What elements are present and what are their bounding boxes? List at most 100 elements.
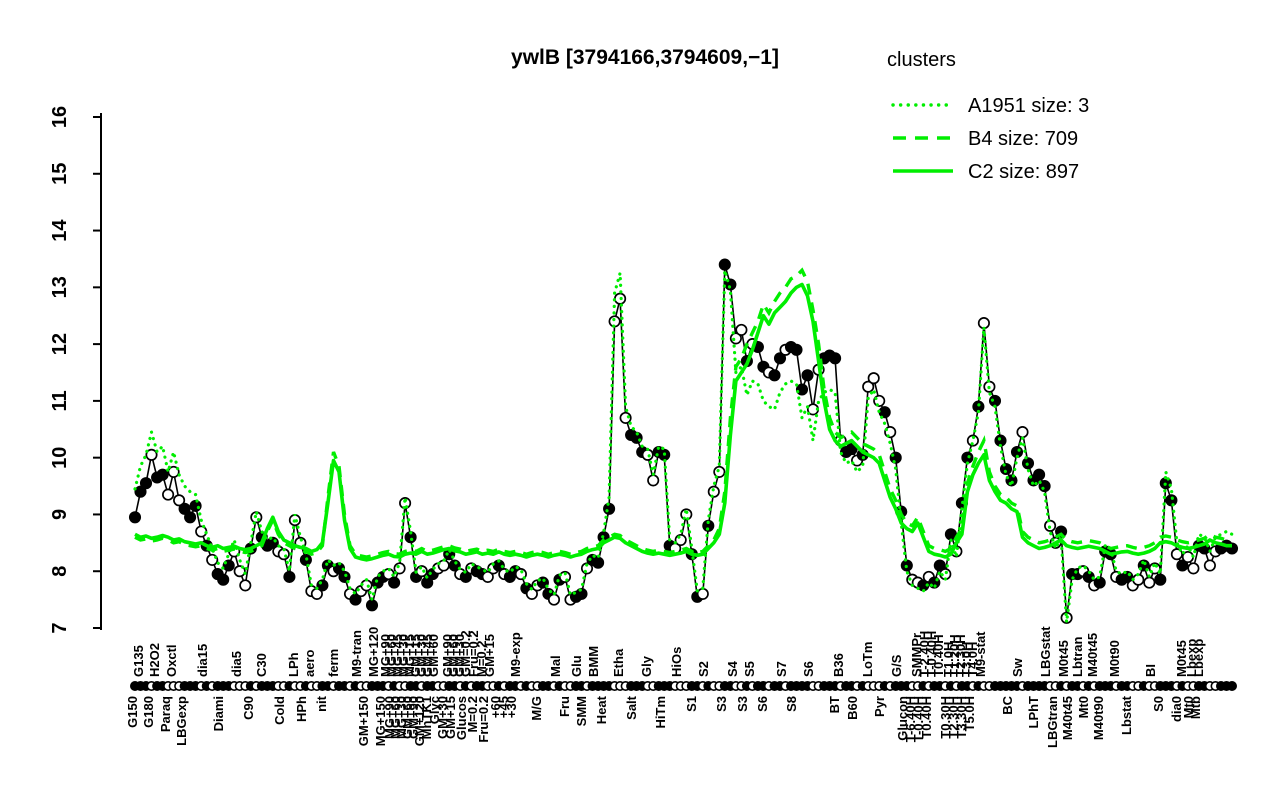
x-axis-label-top: GM+30: [414, 634, 429, 677]
x-axis-label-bottom: +45: [496, 696, 511, 718]
x-axis-label-bottom: BT: [827, 696, 842, 713]
data-point-filled: [961, 451, 974, 464]
data-point-filled: [338, 570, 351, 583]
x-axis-label-top: BI: [1143, 664, 1158, 677]
y-axis: 7 8 9 10 11 12 13 14 15 16: [49, 106, 102, 634]
data-point-open: [735, 323, 748, 336]
x-axis-label-top: Gly: [639, 655, 654, 677]
x-axis-label-bottom: T5.0H: [962, 696, 977, 731]
x-axis-label-top: M9-stat: [973, 631, 988, 677]
legend-title: clusters: [887, 49, 956, 71]
x-axis-label-top: M=0.2: [474, 641, 489, 678]
data-point-filled: [349, 593, 362, 606]
x-axis-label-bottom: MnTK1: [419, 696, 434, 739]
data-point-filled: [365, 599, 379, 612]
data-point-filled: [217, 573, 230, 586]
data-point-filled: [139, 477, 153, 490]
x-axis-label-top: MG+90: [378, 634, 393, 677]
data-point-open: [195, 525, 208, 538]
x-axis-label-bottom: Mt0: [1076, 696, 1091, 718]
x-axis-label-bottom: LPhT: [1026, 696, 1041, 729]
x-axis-label-bottom: Glucon: [895, 696, 910, 741]
x-axis-label-bottom: MG+60: [388, 696, 403, 739]
x-axis-label-bottom: SMM: [574, 696, 589, 726]
data-point-open: [1143, 576, 1156, 589]
x-axis-label-bottom: T3.30H: [954, 696, 969, 739]
data-point-filled: [592, 556, 605, 569]
x-axis-label-bottom: dia0: [1169, 696, 1184, 722]
x-axis-label-bottom: MG+150: [373, 696, 388, 746]
x-axis-label-top: HiOs: [669, 647, 684, 677]
y-tick-label: 13: [49, 276, 71, 298]
data-point-open: [1016, 426, 1029, 439]
x-axis-label-bottom: S6: [755, 696, 770, 712]
x-axis-label-bottom: Mt0: [1181, 696, 1196, 718]
x-axis-label-top: MG+30: [396, 634, 411, 677]
x-axis-label-top: GM=0.2: [458, 630, 473, 677]
data-point-open: [1187, 562, 1200, 575]
data-point-filled: [829, 352, 842, 365]
legend: clusters A1951 size: 3 B4 size: 709 C2 s…: [887, 49, 1089, 183]
x-axis-label-bottom: B60: [845, 696, 860, 720]
x-axis-label-top: T2.30H: [953, 634, 968, 677]
data-point-filled: [575, 587, 588, 600]
y-tick-label: 9: [49, 509, 71, 520]
x-axis-label-top: H2O2: [147, 643, 162, 677]
condition-dot: [1227, 680, 1238, 691]
x-axis-label-bottom: MG+30: [394, 696, 409, 739]
data-point-filled: [388, 576, 401, 589]
x-axis-label-top: LBGstat: [1038, 626, 1053, 677]
x-axis-label-top: MG+15: [402, 634, 417, 677]
y-tick-label: 15: [49, 163, 71, 185]
gene-profile-path: [134, 264, 1233, 618]
x-axis-label-top: LoTm: [860, 642, 875, 677]
x-axis-label-bottom: LBGexp: [174, 696, 189, 746]
x-axis-label-top: MG+45: [390, 634, 405, 677]
chart-title: ywlB [3794166,3794609,−1]: [511, 46, 779, 69]
data-point-open: [173, 494, 186, 507]
x-axis-label-bottom: T-0.40H: [911, 696, 926, 742]
x-axis-label-bottom: Paraq: [158, 696, 173, 732]
legend-label-c2: C2 size: 897: [968, 161, 1079, 183]
x-axis-label-bottom: Mtb: [1188, 696, 1203, 719]
y-tick-label: 11: [49, 390, 71, 411]
data-point-filled: [316, 579, 329, 592]
x-axis-label-top: T0.40H: [931, 634, 946, 677]
c2-solid-path: [134, 282, 1232, 562]
x-axis-label-top: aero: [302, 649, 317, 677]
x-axis-label-top: M0t45: [1174, 640, 1189, 677]
x-axis-label-top: SMMPr: [909, 633, 924, 677]
x-axis-label-bottom: MG+90: [382, 696, 397, 739]
data-point-filled: [283, 570, 296, 583]
gene-profile-points: [128, 258, 1239, 624]
data-point-filled: [128, 511, 142, 524]
x-axis-label-top: Fru=0.2: [466, 630, 481, 677]
x-axis-label-bottom: GM+120: [412, 696, 427, 746]
x-axis-label-top: C30: [254, 653, 269, 677]
x-axis-label-top: Lbexp: [1191, 639, 1206, 677]
x-axis-label-top: GM+30: [452, 634, 467, 677]
x-axis-label-bottom: S3: [735, 696, 750, 712]
data-point-open: [867, 372, 880, 385]
x-axis-label-top: M0t90: [1107, 640, 1122, 677]
x-axis-label-bottom: C90: [241, 696, 256, 720]
x-axis-label-bottom: +30: [504, 696, 519, 718]
data-point-filled: [773, 352, 787, 365]
x-axis-label-top: GM+90: [440, 634, 455, 677]
x-axis-label-bottom: Fru: [557, 696, 572, 717]
y-tick-label: 7: [49, 622, 71, 633]
x-axis-label-bottom: S8: [784, 696, 799, 712]
y-tick-label: 10: [49, 447, 71, 469]
x-axis-label-bottom: Heat: [594, 695, 609, 724]
x-axis-label-top: GM+15: [482, 634, 497, 677]
x-axis-label-top: T1.0H: [941, 642, 956, 677]
x-axis-label-top: T1.20H: [947, 634, 962, 677]
data-point-open: [145, 448, 158, 461]
data-point-filled: [768, 369, 781, 382]
data-point-open: [707, 485, 720, 498]
x-axis-label-bottom: GM+30: [435, 696, 450, 739]
gene-profile-line: [134, 264, 1233, 618]
data-point-open: [966, 434, 979, 447]
